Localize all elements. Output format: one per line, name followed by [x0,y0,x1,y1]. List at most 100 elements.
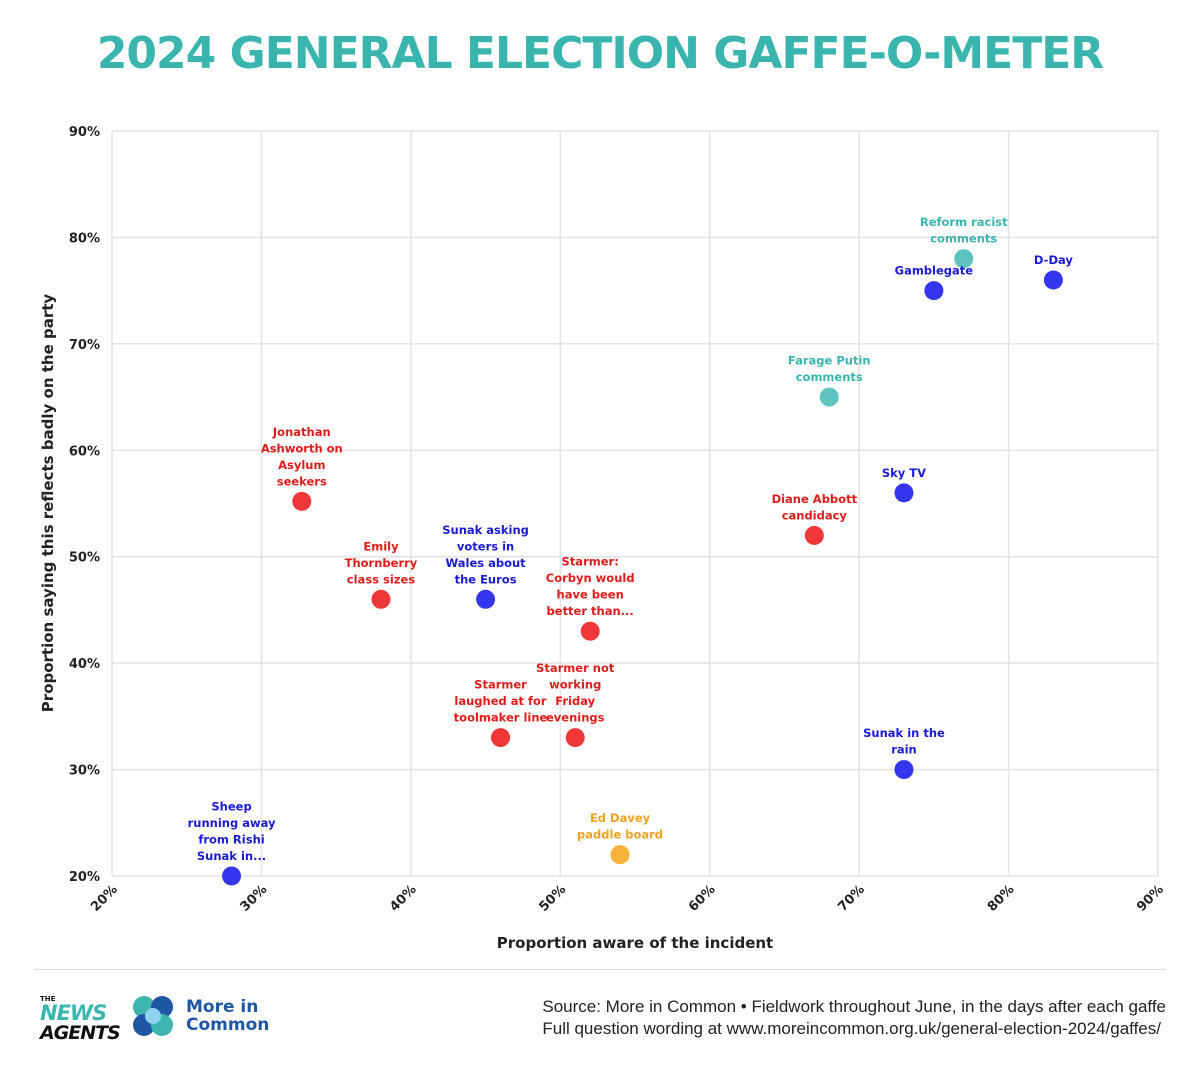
data-label: comments [796,370,863,384]
news-agents-logo: THE NEWS AGENTS [40,995,121,1044]
mic-line2: Common [186,1015,270,1035]
data-label: Sunak in the [863,726,945,740]
data-point [491,728,511,748]
data-label: have been [557,588,624,602]
data-label: comments [930,232,997,246]
data-label: Starmer: [562,555,619,569]
data-label: laughed at for [454,694,547,708]
data-label: Ashworth on [261,441,343,455]
data-label: rain [891,743,917,757]
x-tick-label: 50% [536,882,569,915]
data-label: from Rishi [198,833,264,847]
data-label: evenings [546,711,605,725]
data-points: Reform racist comments D-Day Gamblegate Fara… [188,215,1073,886]
news-logo-news: NEWS [40,1001,107,1025]
data-label: Starmer not [536,661,615,675]
data-point-group: Reform racist comments [920,215,1008,269]
data-label: Ed Davey [590,811,651,825]
data-label: Sunak in... [197,849,266,863]
data-label: Sheep [211,800,251,814]
data-point-group: D-Day [1034,253,1073,290]
data-label: Emily [363,539,399,553]
data-label: paddle board [577,828,663,842]
data-point [371,589,391,609]
footer-divider [34,969,1166,970]
data-point-group: Starmer not working Friday evenings [536,661,615,748]
data-label: better than... [547,604,634,618]
data-label: the Euros [455,572,517,586]
scatter-chart: 20%20% 30% 30% 40% 40% 50% 50% 60% 60% 70% 70% 80% 8… [39,125,1167,952]
grid [111,130,1159,877]
data-label: Reform racist [920,215,1008,229]
news-logo-the: THE [40,995,56,1003]
data-label: Corbyn would [546,571,635,585]
data-label: Jonathan [272,425,331,439]
data-label: Friday [555,694,595,708]
data-point [1043,270,1063,290]
data-point [222,866,242,886]
x-axis-label: Proportion aware of the incident [497,934,773,952]
source-line1: Source: More in Common • Fieldwork throu… [542,997,1166,1016]
data-point [610,845,630,865]
data-point-group: Emily Thornberry class sizes [345,539,418,609]
source-note: Source: More in Common • Fieldwork throu… [542,996,1166,1040]
more-in-common-logo-icon [133,996,173,1036]
x-tick-label: 40% [387,882,420,915]
source-line2: Full question wording at www.moreincommo… [542,1019,1161,1038]
data-point [580,621,600,641]
data-label: Gamblegate [895,264,974,278]
x-tick-label: 20% [88,882,121,915]
y-tick-label: 60% [69,444,100,459]
data-label: Diane Abbott [772,492,858,506]
data-label: working [549,678,601,692]
data-point [924,281,944,301]
data-point [476,589,496,609]
data-point-group: Starmer laughed at for toolmaker line [454,678,548,748]
news-logo-agents: AGENTS [40,1022,121,1044]
y-tick-label: 70% [69,338,100,353]
data-point [804,525,824,545]
data-label: running away [188,816,276,830]
y-tick-label: 30% [69,764,100,779]
x-tick-label: 60% [686,882,719,915]
data-point-group: Jonathan Ashworth on Asylum seekers [261,425,343,511]
data-label: Starmer [474,678,527,692]
y-axis-label: Proportion saying this reflects badly on… [39,294,57,713]
data-label: voters in [457,539,514,553]
data-label: Asylum [278,458,325,472]
data-point [565,728,585,748]
data-point-group: Diane Abbott candidacy [772,492,858,545]
tick-labels: 20%20% 30% 30% 40% 40% 50% 50% 60% 60% 70% 70% 80% 8… [69,125,1167,915]
data-label: candidacy [782,508,848,522]
data-label: class sizes [347,572,415,586]
y-tick-label: 40% [69,657,100,672]
data-point-group: Sunak in the rain [863,726,945,780]
data-point-group: Farage Putin comments [788,354,871,407]
x-tick-label: 90% [1134,882,1167,915]
data-label: Thornberry [345,556,418,570]
data-point-group: Sheep running away from Rishi Sunak in... [188,800,276,886]
chart-title: 2024 GENERAL ELECTION GAFFE-O-METER [96,28,1104,79]
mic-line1: More in [186,997,259,1017]
data-point [894,483,914,503]
data-label: Farage Putin [788,354,871,368]
more-in-common-logo-text: More in Common [186,998,269,1034]
data-point [292,491,312,511]
data-point-group: Sunak asking voters in Wales about the Euro… [442,523,529,609]
data-point [954,249,974,269]
data-label: seekers [277,474,327,488]
x-tick-label: 70% [835,882,868,915]
data-point [819,387,839,407]
y-tick-label: 50% [69,551,100,566]
data-point [894,760,914,780]
data-label: Sunak asking [442,523,529,537]
data-label: toolmaker line [454,711,548,725]
data-point-group: Starmer: Corbyn would have been better than… [546,555,635,641]
data-point-group: Gamblegate [895,264,974,301]
data-label: D-Day [1034,253,1073,267]
y-tick-label: 80% [69,231,100,246]
y-tick-label: 90% [69,125,100,140]
x-tick-label: 80% [985,882,1018,915]
x-tick-label: 30% [238,882,271,915]
data-label: Wales about [445,556,526,570]
